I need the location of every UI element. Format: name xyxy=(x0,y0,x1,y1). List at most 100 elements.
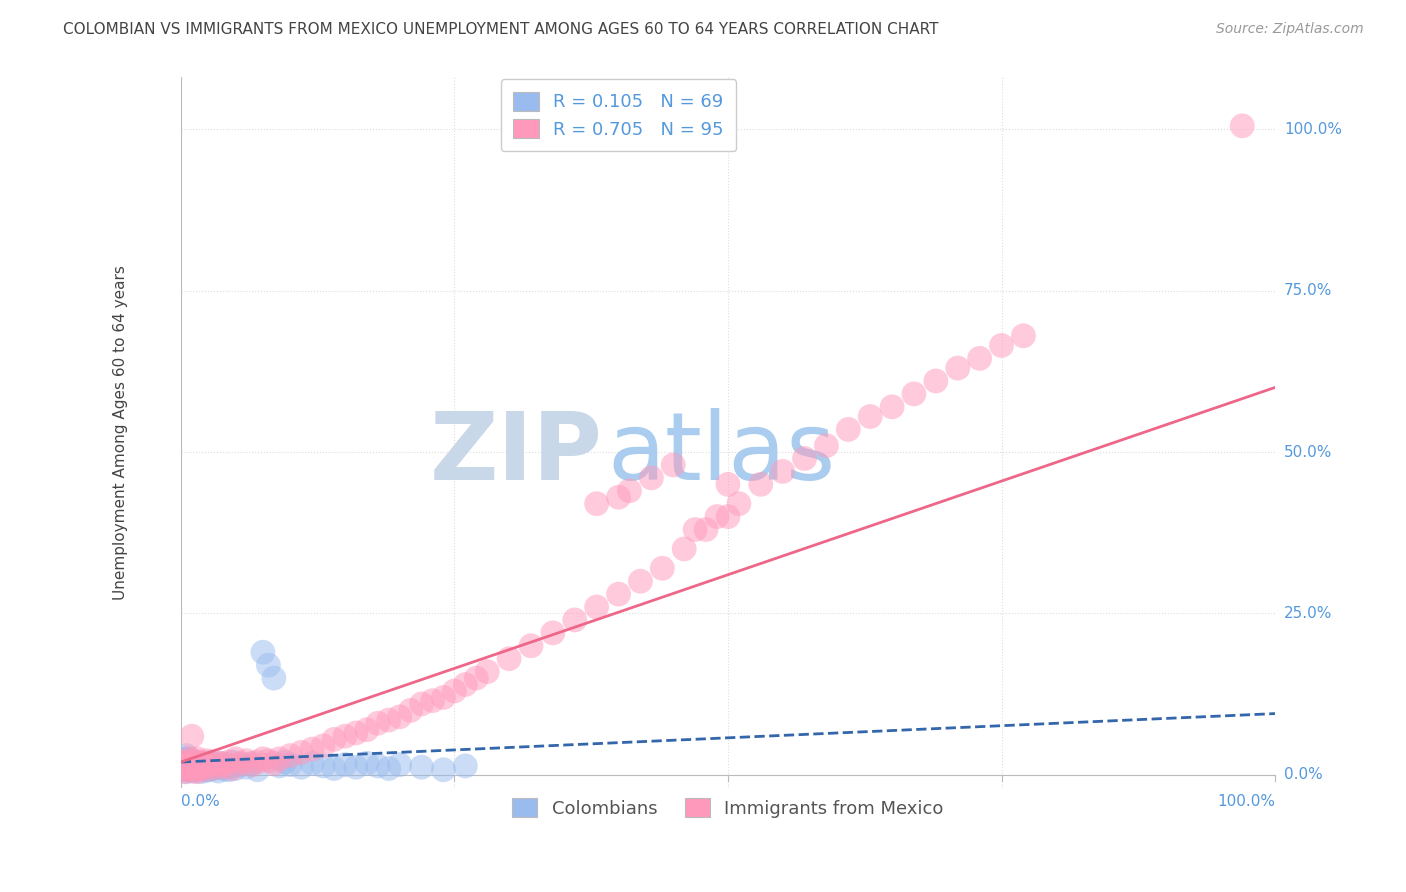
Point xyxy=(184,756,207,771)
Point xyxy=(837,422,859,436)
Point xyxy=(179,763,201,777)
Point xyxy=(585,600,607,615)
Point xyxy=(211,760,233,774)
Point xyxy=(728,497,751,511)
Point xyxy=(607,490,630,504)
Point xyxy=(377,713,399,727)
Point xyxy=(312,739,335,753)
Point xyxy=(695,523,717,537)
Point xyxy=(422,694,444,708)
Point xyxy=(717,509,740,524)
Point xyxy=(177,755,200,769)
Point xyxy=(177,762,200,776)
Point xyxy=(454,677,477,691)
Point xyxy=(946,361,969,376)
Point xyxy=(356,756,378,771)
Point xyxy=(323,762,346,776)
Point xyxy=(269,752,291,766)
Point xyxy=(176,748,198,763)
Point xyxy=(180,756,202,771)
Point xyxy=(173,764,195,779)
Point xyxy=(880,400,903,414)
Point xyxy=(815,439,838,453)
Point xyxy=(170,755,193,769)
Point xyxy=(367,759,389,773)
Point xyxy=(181,754,204,768)
Point xyxy=(793,451,815,466)
Point xyxy=(207,764,229,778)
Point xyxy=(190,763,212,777)
Point xyxy=(323,732,346,747)
Point xyxy=(190,764,212,779)
Point xyxy=(191,756,214,771)
Point xyxy=(186,759,208,773)
Point xyxy=(257,658,280,673)
Point xyxy=(208,756,231,771)
Point xyxy=(683,523,706,537)
Text: 25.0%: 25.0% xyxy=(1284,606,1333,621)
Point xyxy=(200,762,222,776)
Point xyxy=(651,561,673,575)
Point xyxy=(170,762,193,776)
Point xyxy=(176,764,198,779)
Point xyxy=(859,409,882,424)
Point xyxy=(180,729,202,743)
Point xyxy=(990,338,1012,352)
Point xyxy=(176,758,198,772)
Point xyxy=(333,757,356,772)
Point xyxy=(183,757,205,772)
Point xyxy=(246,763,269,777)
Point xyxy=(195,759,218,773)
Point xyxy=(186,752,208,766)
Point xyxy=(179,752,201,766)
Point xyxy=(174,754,197,768)
Point xyxy=(211,756,233,771)
Point xyxy=(183,763,205,777)
Point xyxy=(585,497,607,511)
Point xyxy=(173,756,195,771)
Point xyxy=(399,703,422,717)
Text: Unemployment Among Ages 60 to 64 years: Unemployment Among Ages 60 to 64 years xyxy=(112,265,128,600)
Point xyxy=(388,757,411,772)
Point xyxy=(193,761,215,775)
Point xyxy=(903,387,925,401)
Point xyxy=(333,729,356,743)
Point xyxy=(246,755,269,769)
Point xyxy=(190,758,212,772)
Point xyxy=(202,755,225,769)
Point xyxy=(181,764,204,778)
Point xyxy=(432,690,454,705)
Point xyxy=(215,757,238,772)
Point xyxy=(172,758,194,772)
Point xyxy=(200,759,222,773)
Point xyxy=(312,759,335,773)
Point xyxy=(301,742,323,756)
Point xyxy=(177,762,200,776)
Point xyxy=(252,752,274,766)
Point xyxy=(640,471,662,485)
Point xyxy=(477,665,499,679)
Point xyxy=(925,374,948,388)
Point xyxy=(218,763,240,777)
Point xyxy=(180,758,202,772)
Legend: Colombians, Immigrants from Mexico: Colombians, Immigrants from Mexico xyxy=(505,791,950,825)
Point xyxy=(214,762,236,776)
Text: ZIP: ZIP xyxy=(429,408,602,500)
Point xyxy=(205,759,228,773)
Point xyxy=(1012,328,1035,343)
Point xyxy=(344,726,367,740)
Point xyxy=(170,755,193,769)
Point xyxy=(176,756,198,771)
Point xyxy=(541,625,564,640)
Point xyxy=(1232,119,1254,133)
Point xyxy=(263,671,285,685)
Point xyxy=(174,760,197,774)
Point xyxy=(176,763,198,777)
Text: 50.0%: 50.0% xyxy=(1284,444,1333,459)
Point xyxy=(215,758,238,772)
Point xyxy=(219,759,242,773)
Point xyxy=(717,477,740,491)
Point xyxy=(274,755,297,769)
Point xyxy=(240,756,263,771)
Text: 100.0%: 100.0% xyxy=(1218,794,1275,809)
